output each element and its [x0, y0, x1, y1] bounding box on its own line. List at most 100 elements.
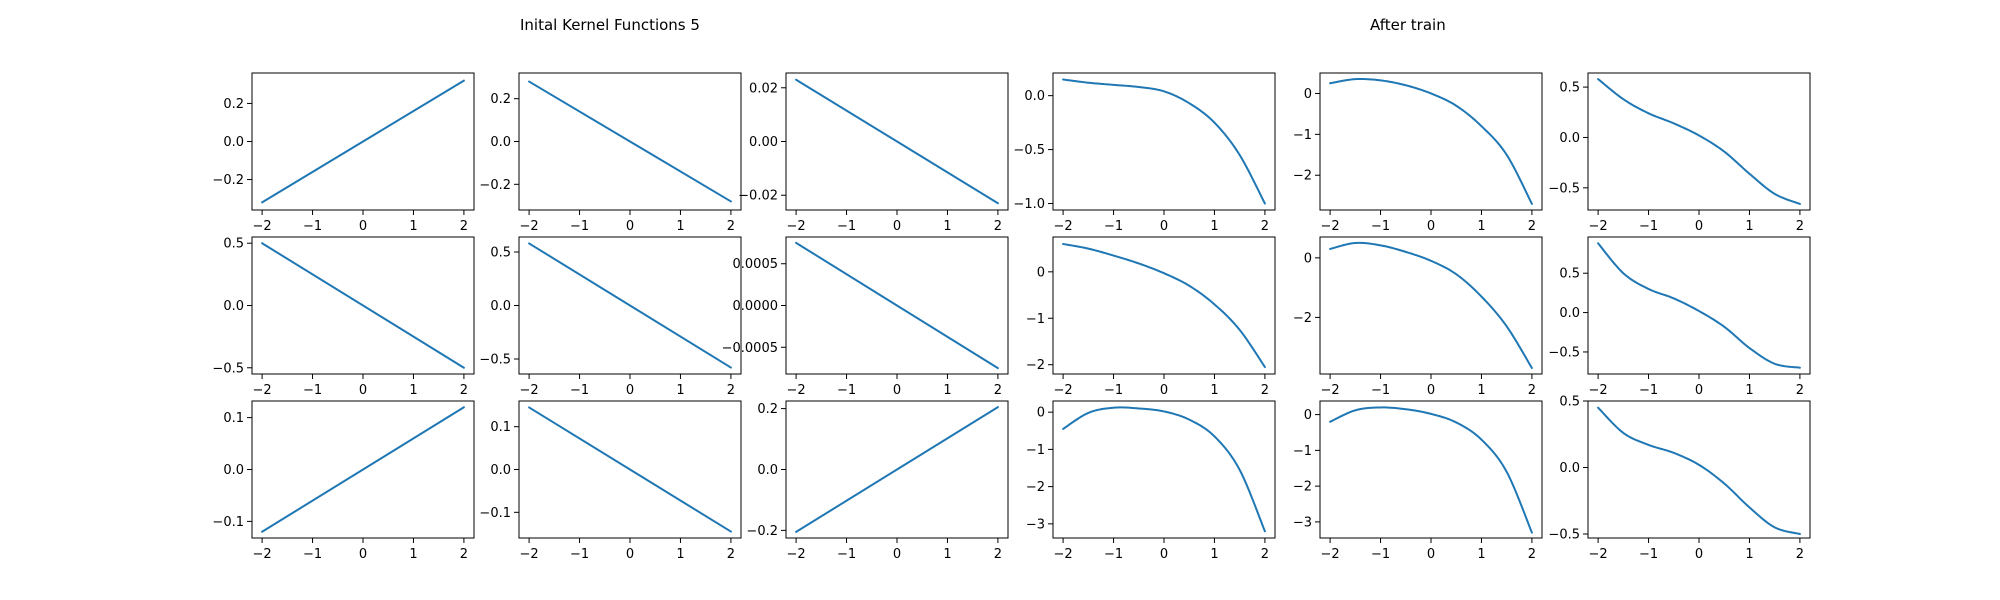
subplot-r0-c2-ytick-label: −0.02: [738, 189, 778, 204]
subplot-r2-c5-xtick-label: 2: [1796, 547, 1804, 562]
subplot-r0-c5-frame: [1587, 72, 1811, 211]
subplot-r2-c4-series-line: [1329, 406, 1533, 534]
subplot-r2-c0-ytick-label: 0.1: [223, 411, 244, 426]
subplot-r0-c2-series-line: [795, 78, 999, 205]
subplot-r0-c1-xtick-label: 0: [626, 219, 634, 234]
subplot-r2-c3-xtick-label: 1: [1210, 547, 1218, 562]
subplot-r1-c3-xtick-label: −1: [1104, 383, 1123, 398]
subplot-r1-c3-frame: [1052, 236, 1276, 375]
subplot-r1-c3: −2 −1 0 1 2 −2 −1 0: [1026, 236, 1276, 398]
subplot-r2-c3-series-line: [1062, 406, 1266, 533]
subplot-r0-c0-xtick-label: −2: [253, 219, 272, 234]
subplot-r1-c2-ytick-label: −0.0005: [722, 341, 778, 356]
subplot-r0-c1-series-line: [528, 80, 732, 203]
subplot-r1-c0: −2 −1 0 1 2 −0.5 0.0 0.5: [212, 236, 475, 398]
subplot-r0-c3-frame: [1052, 72, 1276, 211]
subplot-r2-c3-frame: [1052, 400, 1276, 539]
subplot-r0-c5-ytick-label: 0.5: [1559, 81, 1580, 96]
subplot-r0-c3-xtick-label: −2: [1054, 219, 1073, 234]
subplot-r1-c0-xtick-label: −2: [253, 383, 272, 398]
subplot-r0-c4-xtick-label: 1: [1477, 219, 1485, 234]
subplot-r1-c3-series-line: [1062, 242, 1266, 369]
subplot-r0-c3-xtick-label: 2: [1261, 219, 1269, 234]
subplot-r2-c2-xtick-label: 2: [994, 547, 1002, 562]
subplot-r0-c4-frame: [1319, 72, 1543, 211]
subplot-r1-c3-xtick-label: 2: [1261, 383, 1269, 398]
subplot-r2-c4-frame: [1319, 400, 1543, 539]
subplot-r2-c2-xtick-label: 0: [893, 547, 901, 562]
subplot-r0-c5-xtick-label: 2: [1796, 219, 1804, 234]
subplot-r1-c5-xtick-label: 1: [1745, 383, 1753, 398]
subplot-r0-c4-xtick-label: −2: [1321, 219, 1340, 234]
subplot-r0-c3-xtick-label: 1: [1210, 219, 1218, 234]
subplot-r0-c3-ytick-label: 0.0: [1024, 89, 1045, 104]
subplot-r1-c4-xtick-label: 2: [1528, 383, 1536, 398]
subplot-r0-c0-xtick-label: 2: [460, 219, 468, 234]
subplot-r0-c2-xtick-label: −2: [787, 219, 806, 234]
subplot-r1-c2-xtick-label: 1: [943, 383, 951, 398]
subplot-r1-c5-ytick-label: 0.5: [1559, 267, 1580, 282]
subplot-r0-c4-xtick-label: 2: [1528, 219, 1536, 234]
subplot-r0-c5-ytick-label: −0.5: [1548, 181, 1580, 196]
subplot-r1-c5: −2 −1 0 1 2 −0.5 0.0 0.5: [1548, 236, 1811, 398]
subplot-r2-c3-xtick-label: 0: [1160, 547, 1168, 562]
subplot-r0-c2-xtick-label: 0: [893, 219, 901, 234]
subplot-r2-c1: −2 −1 0 1 2 −0.1 0.0 0.1: [479, 400, 742, 562]
subplot-r2-c3-xtick-label: 2: [1261, 547, 1269, 562]
subplot-r2-c4-xtick-label: 1: [1477, 547, 1485, 562]
subplot-r0-c3-xtick-label: 0: [1160, 219, 1168, 234]
subplot-r2-c1-xtick-label: 0: [626, 547, 634, 562]
subplot-r2-c0-xtick-label: −1: [303, 547, 322, 562]
subplot-r2-c3-ytick-label: −2: [1026, 480, 1045, 495]
subplot-r0-c5-xtick-label: −1: [1639, 219, 1658, 234]
subplot-r1-c4-xtick-label: 0: [1427, 383, 1435, 398]
subplot-r1-c5-xtick-label: −2: [1589, 383, 1608, 398]
subplot-r1-c3-xtick-label: −2: [1054, 383, 1073, 398]
subplot-r2-c3-xtick-label: −2: [1054, 547, 1073, 562]
subplot-r0-c4-ytick-label: −1: [1293, 128, 1312, 143]
subplot-r2-c3-ytick-label: −3: [1026, 517, 1045, 532]
subplot-r0-c5-ytick-label: 0.0: [1559, 131, 1580, 146]
subplot-r1-c2: −2 −1 0 1 2 −0.0005 0.0000 0.0005: [722, 236, 1009, 398]
subplot-r2-c5-ytick-label: 0.0: [1559, 461, 1580, 476]
subplot-r1-c1-ytick-label: −0.5: [479, 353, 511, 368]
subplot-r0-c1: −2 −1 0 1 2 −0.2 0.0 0.2: [479, 72, 742, 234]
subplot-r2-c2-ytick-label: 0.0: [757, 463, 778, 478]
subplot-r1-c1-xtick-label: −2: [520, 383, 539, 398]
subplot-r1-c4-xtick-label: −2: [1321, 383, 1340, 398]
subplot-r0-c0-ytick-label: −0.2: [212, 173, 244, 188]
subplot-r0-c4-xtick-label: 0: [1427, 219, 1435, 234]
subplot-r2-c2-ytick-label: −0.2: [746, 524, 778, 539]
subplot-r2-c1-xtick-label: −1: [570, 547, 589, 562]
subplot-r2-c1-ytick-label: −0.1: [479, 506, 511, 521]
subplot-r1-c3-ytick-label: −1: [1026, 312, 1045, 327]
subplot-r2-c2-xtick-label: 1: [943, 547, 951, 562]
subplot-r0-c4-xtick-label: −1: [1371, 219, 1390, 234]
subplot-r2-c2-series-line: [795, 406, 999, 533]
subplot-r2-c3-ytick-label: −1: [1026, 443, 1045, 458]
subplot-r1-c4-frame: [1319, 236, 1543, 375]
subplot-r2-c4: −2 −1 0 1 2 −3 −2 −1 0: [1293, 400, 1543, 562]
subplot-r2-c4-xtick-label: −1: [1371, 547, 1390, 562]
subplot-r2-c4-xtick-label: 2: [1528, 547, 1536, 562]
subplot-r0-c4-ytick-label: −2: [1293, 169, 1312, 184]
subplot-r2-c4-ytick-label: −2: [1293, 480, 1312, 495]
subplot-r0-c5-xtick-label: 0: [1695, 219, 1703, 234]
subplot-r2-c5-xtick-label: −2: [1589, 547, 1608, 562]
subplot-r2-c4-ytick-label: 0: [1304, 408, 1312, 423]
subplot-r2-c5-frame: [1587, 400, 1811, 539]
subplot-r1-c2-xtick-label: −2: [787, 383, 806, 398]
subplot-r1-c0-xtick-label: −1: [303, 383, 322, 398]
subplot-r1-c1-xtick-label: 1: [676, 383, 684, 398]
subplot-r2-c5: −2 −1 0 1 2 −0.5 0.0 0.5: [1548, 395, 1811, 562]
subplot-r2-c0-series-line: [261, 406, 465, 533]
subplot-r0-c1-ytick-label: 0.2: [490, 92, 511, 107]
subplot-r1-c5-frame: [1587, 236, 1811, 375]
subplot-r0-c1-xtick-label: 2: [727, 219, 735, 234]
subplot-r1-c5-series-line: [1597, 242, 1801, 369]
subplot-r0-c0: −2 −1 0 1 2 −0.2 0.0 0.2: [212, 72, 475, 234]
subplot-r2-c0-xtick-label: 1: [409, 547, 417, 562]
subplot-r1-c1-ytick-label: 0.0: [490, 299, 511, 314]
subplot-r1-c3-xtick-label: 0: [1160, 383, 1168, 398]
subplot-r0-c2-xtick-label: 2: [994, 219, 1002, 234]
